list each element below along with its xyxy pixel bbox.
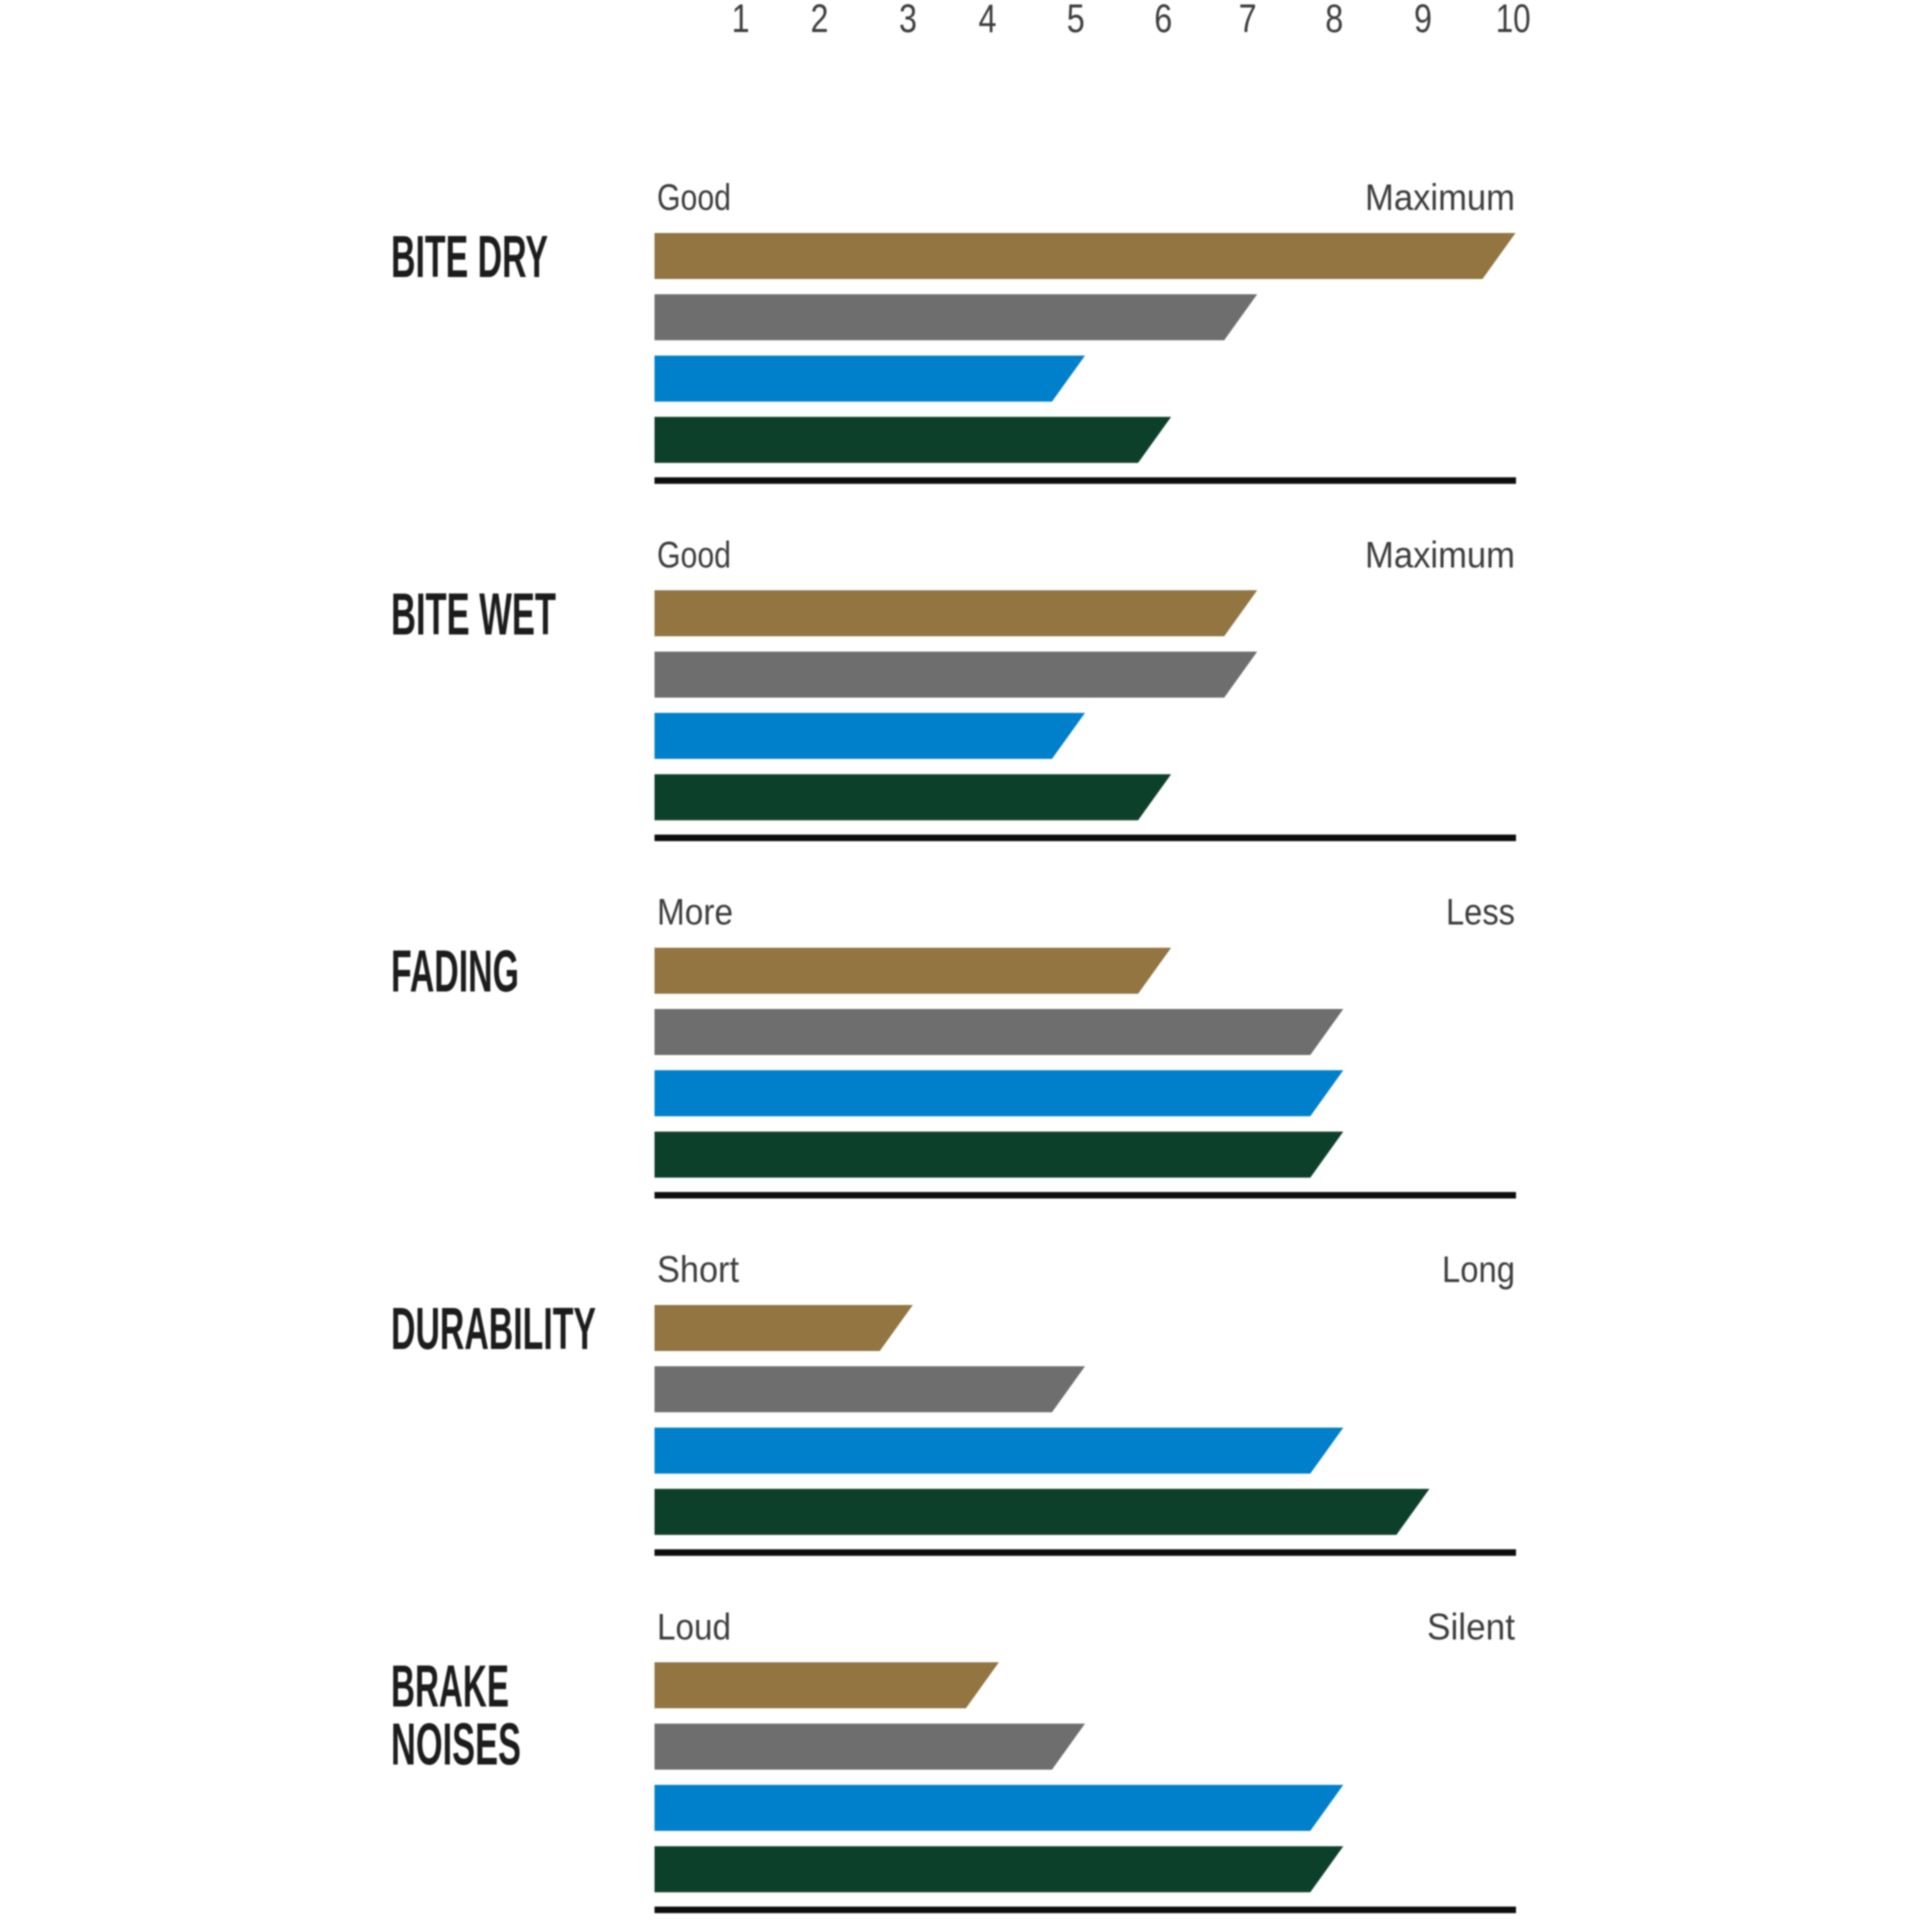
svg-text:6: 6 <box>1154 0 1172 41</box>
svg-text:Good: Good <box>657 534 731 575</box>
svg-text:Silent: Silent <box>1427 1606 1516 1647</box>
svg-text:7: 7 <box>1239 0 1257 41</box>
svg-text:1: 1 <box>732 0 750 41</box>
svg-text:Good: Good <box>657 177 731 218</box>
svg-text:Maximum: Maximum <box>1365 177 1515 218</box>
svg-text:9: 9 <box>1414 0 1432 41</box>
svg-text:10: 10 <box>1496 0 1531 41</box>
svg-text:4: 4 <box>979 0 997 41</box>
svg-text:More: More <box>657 892 733 933</box>
svg-text:Loud: Loud <box>657 1606 731 1647</box>
svg-text:DURABILITY: DURABILITY <box>391 1296 596 1362</box>
svg-text:8: 8 <box>1325 0 1343 41</box>
svg-text:Short: Short <box>657 1249 740 1290</box>
svg-text:BRAKE: BRAKE <box>391 1653 509 1719</box>
svg-text:5: 5 <box>1067 0 1085 41</box>
svg-text:2: 2 <box>811 0 829 41</box>
svg-text:Maximum: Maximum <box>1365 534 1515 575</box>
svg-text:BITE WET: BITE WET <box>391 581 556 647</box>
svg-text:FADING: FADING <box>391 939 519 1005</box>
svg-text:NOISES: NOISES <box>391 1711 521 1777</box>
svg-text:Long: Long <box>1442 1249 1515 1290</box>
svg-text:BITE DRY: BITE DRY <box>391 224 548 290</box>
svg-text:3: 3 <box>899 0 917 41</box>
svg-text:Less: Less <box>1446 892 1515 933</box>
